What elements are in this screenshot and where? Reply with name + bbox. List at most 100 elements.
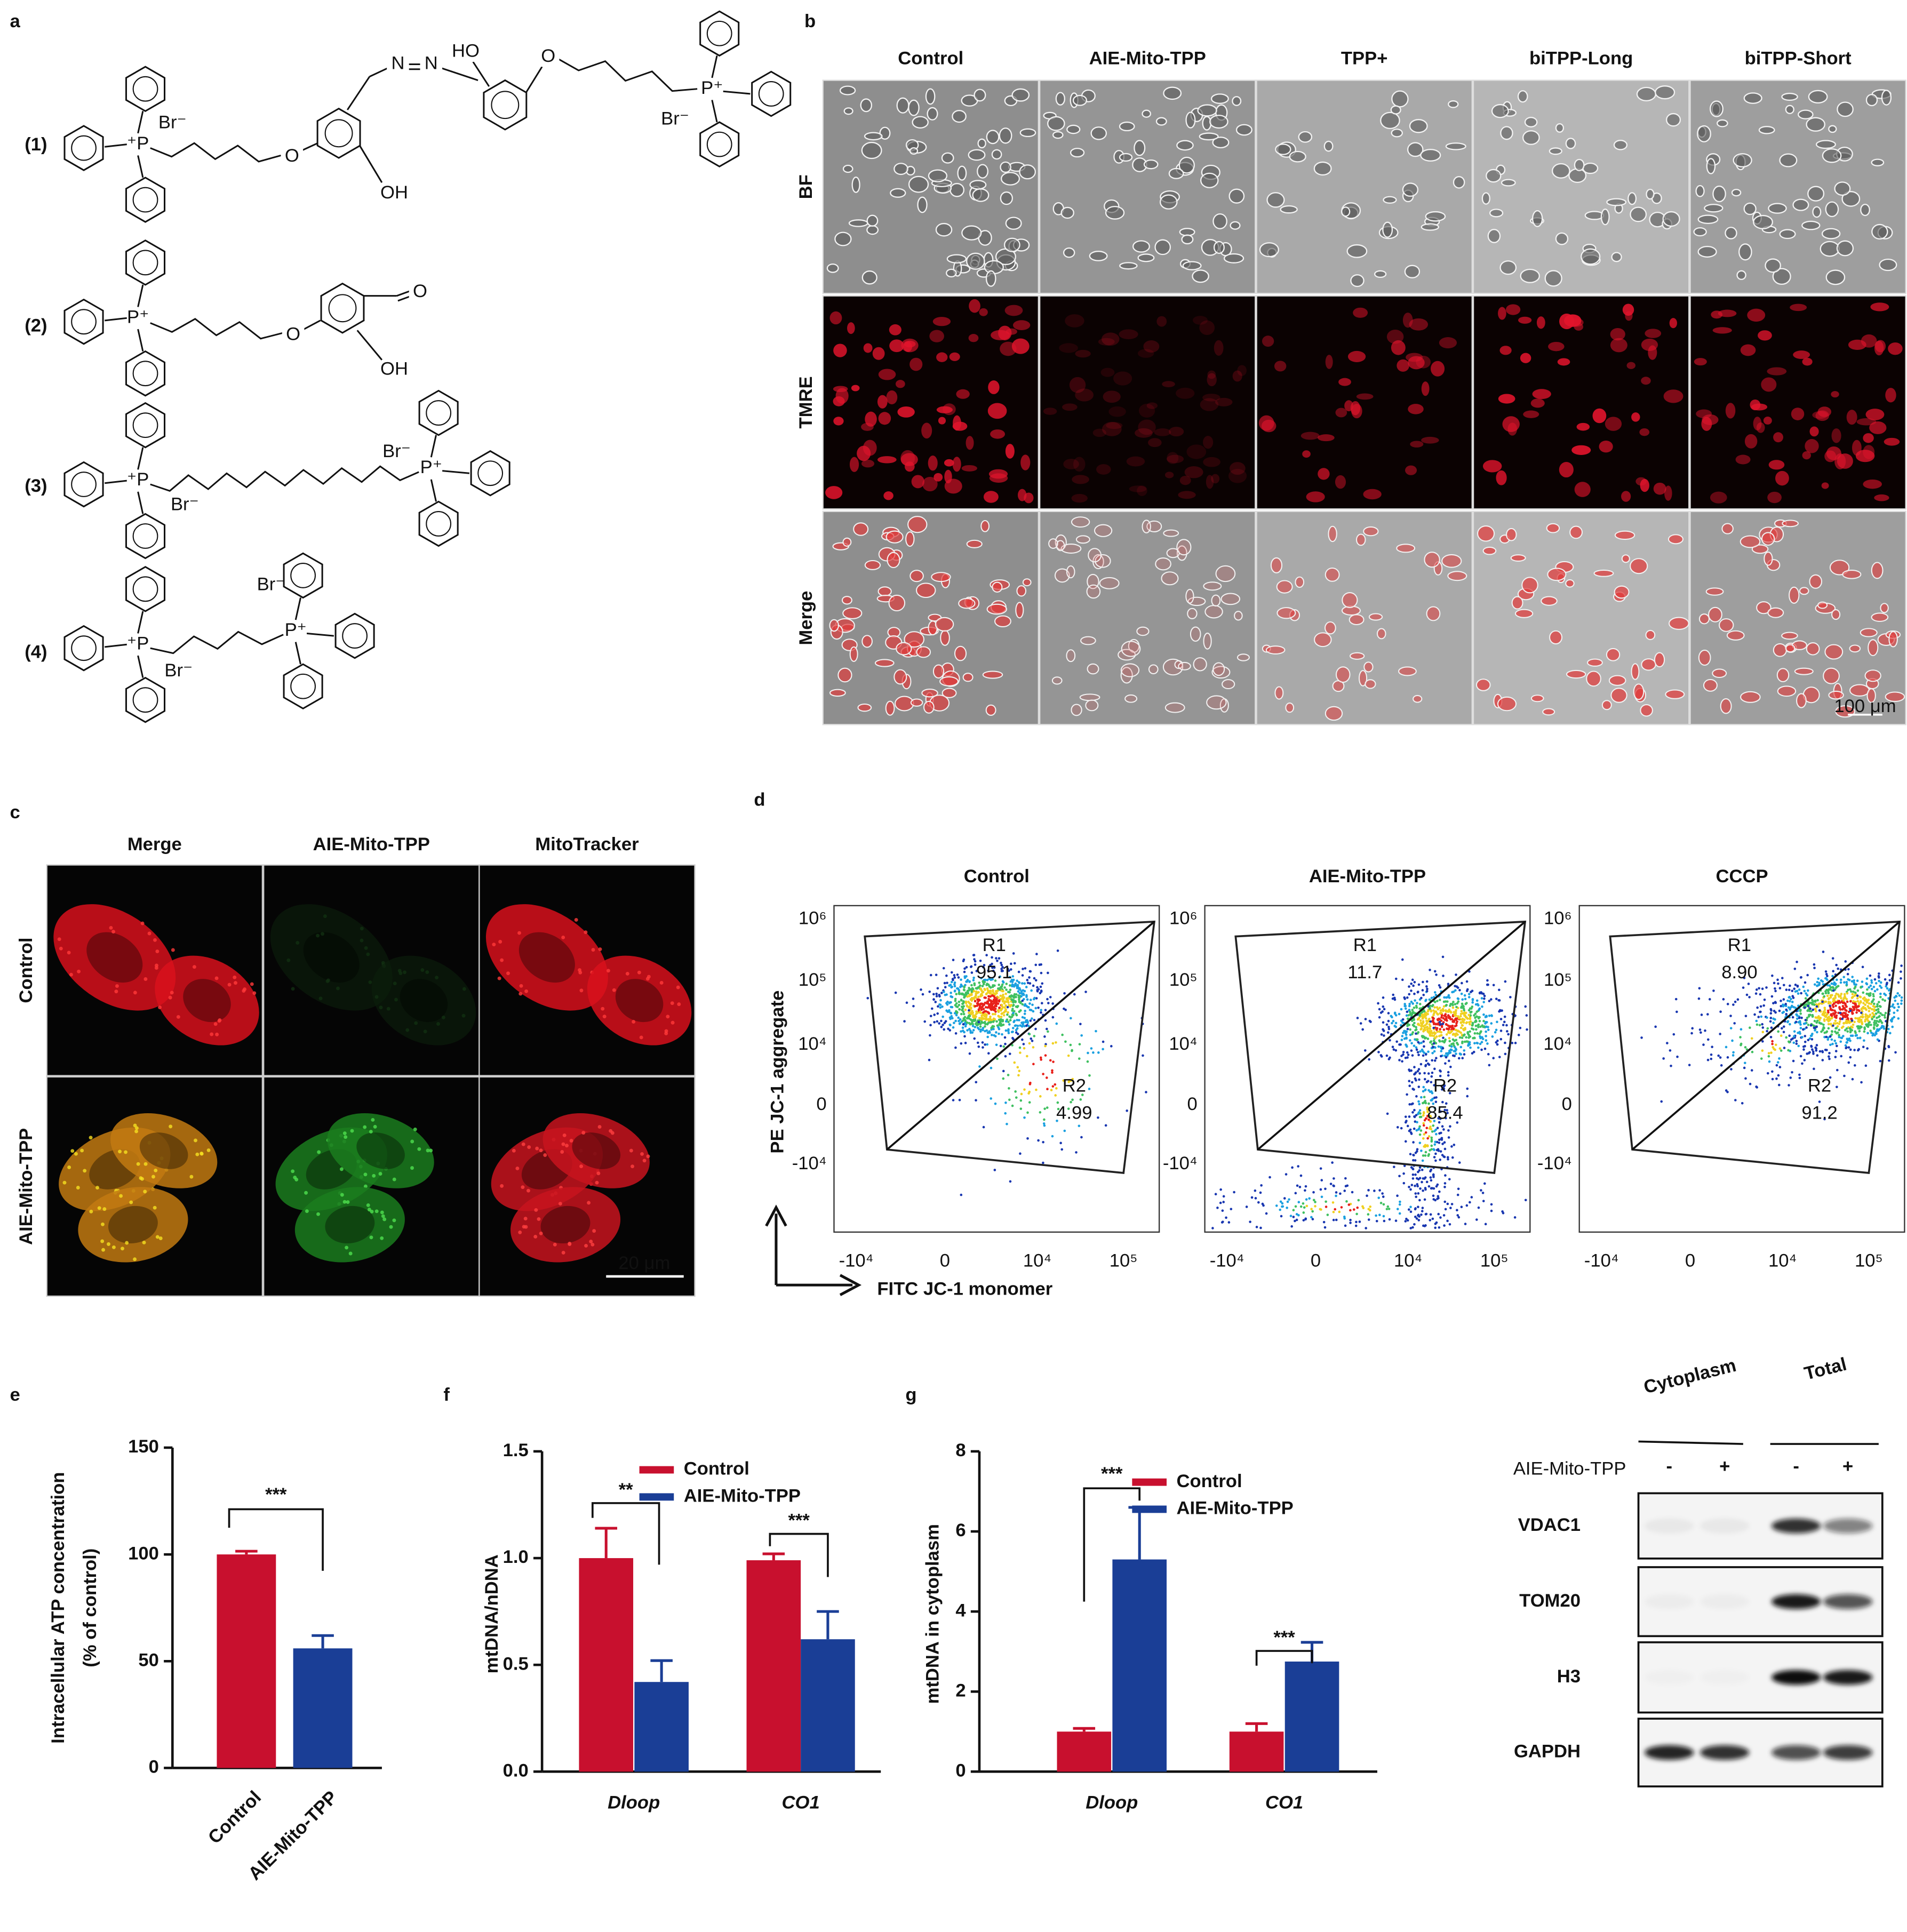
event-dot (1463, 1018, 1466, 1021)
cell-merge (1164, 702, 1185, 713)
event-dot (970, 984, 973, 987)
cell (1627, 192, 1637, 205)
event-dot (1430, 1029, 1433, 1033)
event-dot (1354, 1224, 1358, 1227)
event-dot (1484, 1223, 1487, 1226)
band (1771, 1594, 1821, 1609)
cell-fluorescence (1793, 350, 1810, 359)
atom-label: ⁺P (127, 469, 149, 490)
event-dot (1402, 1032, 1405, 1034)
event-dot (1503, 1020, 1506, 1024)
cell (1230, 221, 1241, 230)
event-dot (1795, 1042, 1798, 1045)
event-dot (1441, 1154, 1444, 1156)
cell-merge (1342, 592, 1358, 609)
cell (1119, 153, 1133, 162)
event-dot (1794, 1020, 1798, 1024)
event-dot (963, 967, 966, 970)
event-dot (1856, 979, 1859, 983)
cell-merge (1497, 696, 1517, 712)
event-dot (1431, 1034, 1434, 1037)
ring-inner (491, 91, 520, 119)
event-dot (1425, 1180, 1429, 1184)
x-tick-label: Dloop (1086, 1793, 1138, 1813)
event-dot (1852, 990, 1855, 993)
cell-merge (1640, 704, 1653, 717)
cell-merge (1276, 607, 1296, 619)
event-dot (1415, 1079, 1417, 1082)
event-dot (1439, 1023, 1442, 1026)
cell-merge (1365, 679, 1376, 689)
ring-inner (132, 576, 158, 602)
y-tick-label: 0 (149, 1757, 159, 1777)
event-dot (1431, 1092, 1434, 1095)
event-dot (960, 1042, 963, 1045)
event-dot (1423, 1072, 1426, 1075)
bond (442, 470, 470, 474)
event-dot (1812, 1008, 1815, 1011)
cell-fluorescence (1143, 340, 1160, 353)
event-dot (1736, 998, 1740, 1001)
event-dot (1398, 1212, 1401, 1215)
event-dot (1443, 1084, 1446, 1087)
cell-merge (1190, 626, 1201, 642)
event-dot (1517, 1034, 1520, 1036)
event-dot (1496, 1020, 1498, 1024)
event-dot (1879, 1059, 1882, 1063)
cell-fluorescence (1011, 338, 1030, 354)
event-dot (1404, 1007, 1407, 1010)
event-dot (1732, 1054, 1735, 1057)
event-dot (1015, 1096, 1018, 1099)
mito-dot (366, 1203, 370, 1207)
lane-sign: + (1719, 1456, 1730, 1476)
event-dot (1834, 1019, 1837, 1023)
mito-dot (558, 1202, 562, 1206)
event-dot (1841, 1017, 1844, 1020)
event-dot (984, 1001, 987, 1004)
event-dot (1832, 1024, 1834, 1027)
event-dot (998, 984, 1001, 986)
event-dot (1795, 1040, 1798, 1042)
event-dot (1043, 1107, 1046, 1110)
event-dot (1739, 1036, 1742, 1039)
event-dot (1750, 1069, 1753, 1072)
event-dot (1423, 1045, 1425, 1048)
cell (1695, 185, 1705, 197)
event-dot (1487, 983, 1489, 986)
event-dot (1837, 967, 1839, 970)
event-dot (955, 993, 958, 995)
event-dot (1479, 992, 1481, 995)
event-dot (1225, 1216, 1227, 1219)
event-dot (1454, 1034, 1457, 1037)
mito-dot (69, 972, 73, 977)
gate-percent: 11.7 (1347, 962, 1382, 983)
event-dot (1867, 999, 1870, 1001)
mito-dot (109, 926, 113, 930)
event-dot (1429, 1219, 1432, 1222)
event-dot (1145, 1091, 1147, 1093)
event-dot (1470, 1010, 1473, 1013)
event-dot (1874, 1012, 1878, 1015)
cell-merge (1324, 706, 1343, 721)
event-dot (1824, 1000, 1828, 1003)
event-dot (974, 1004, 977, 1008)
event-dot (978, 981, 981, 984)
y-tick-label: 0 (955, 1761, 966, 1781)
event-dot (1008, 1087, 1010, 1090)
event-dot (1744, 1077, 1747, 1080)
column-header: MitoTracker (535, 834, 639, 855)
cell (1445, 142, 1466, 150)
event-dot (1401, 1035, 1404, 1037)
event-dot (1809, 1034, 1813, 1037)
event-dot (1019, 1107, 1023, 1110)
mito-dot (171, 948, 175, 952)
mito-dot (497, 976, 501, 980)
event-dot (1347, 1203, 1351, 1206)
event-dot (1379, 1202, 1383, 1204)
event-dot (1835, 992, 1838, 995)
event-dot (1813, 963, 1816, 966)
event-dot (1040, 1058, 1043, 1061)
event-dot (1758, 1024, 1761, 1027)
atom-label: O (541, 46, 555, 66)
event-dot (1670, 1064, 1672, 1067)
